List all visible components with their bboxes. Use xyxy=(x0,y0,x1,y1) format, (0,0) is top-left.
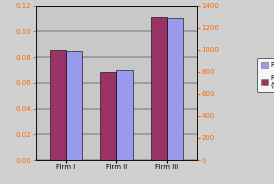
Bar xyxy=(100,72,116,160)
Bar xyxy=(116,70,133,160)
Bar xyxy=(66,51,82,160)
Legend: ROI, Revenues
($thousands): ROI, Revenues ($thousands) xyxy=(257,58,274,92)
Bar xyxy=(50,50,66,160)
Bar xyxy=(151,17,167,160)
Bar xyxy=(167,18,183,160)
